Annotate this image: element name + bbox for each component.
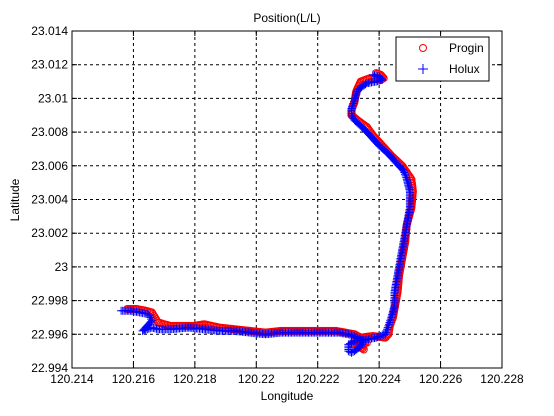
x-tick-label: 120.218 xyxy=(173,372,217,386)
data-point-holux xyxy=(350,96,359,105)
data-point-holux xyxy=(385,318,394,327)
data-point-holux xyxy=(348,101,357,110)
x-tick-label: 120.214 xyxy=(50,372,94,386)
ticks xyxy=(71,30,503,369)
data-point-holux xyxy=(383,325,392,334)
data-point-holux xyxy=(384,321,393,330)
x-axis-label: Longitude xyxy=(261,389,314,403)
data-point-holux xyxy=(117,306,126,315)
x-tick-labels: 120.214 120.216 120.218 120.22 120.222 120.22… xyxy=(50,372,524,386)
x-tick-label: 120.226 xyxy=(419,372,463,386)
x-tick-label: 120.22 xyxy=(238,372,275,386)
data-point-holux xyxy=(348,102,357,111)
chart-title: Position(L/L) xyxy=(253,11,320,25)
series-holux xyxy=(117,70,414,357)
y-tick-label: 22.996 xyxy=(31,327,68,341)
y-tick-label: 23.008 xyxy=(31,125,68,139)
data-point-holux xyxy=(400,168,409,177)
legend-marker-holux xyxy=(418,64,428,74)
data-point-holux xyxy=(399,166,408,175)
y-tick-label: 23.006 xyxy=(31,159,68,173)
data-point-holux xyxy=(357,340,366,349)
data-point-holux xyxy=(147,315,156,324)
data-point-holux xyxy=(402,173,411,182)
legend-label-progin: Progin xyxy=(449,41,484,55)
data-point-holux xyxy=(383,323,392,332)
legend-box xyxy=(395,36,490,82)
data-point-holux xyxy=(350,97,358,106)
y-tick-label: 23.014 xyxy=(31,24,68,38)
y-tick-label: 23.01 xyxy=(38,91,68,105)
legend-label-holux: Holux xyxy=(449,62,480,76)
legend: Progin Holux xyxy=(395,36,490,82)
data-point-holux xyxy=(348,112,357,121)
y-tick-labels: 22.994 22.996 22.998 23 23.002 23.004 23.006 23… xyxy=(31,24,68,375)
data-point-holux xyxy=(385,320,393,329)
data-point-holux xyxy=(347,111,356,120)
plot-area xyxy=(72,31,502,368)
y-tick-label: 23 xyxy=(55,260,69,274)
data-point-holux xyxy=(356,342,365,351)
y-axis-label: Latitude xyxy=(8,178,22,221)
x-tick-label: 120.228 xyxy=(480,372,524,386)
data-point-holux xyxy=(147,316,156,325)
series-layer xyxy=(117,69,417,357)
x-tick-label: 120.224 xyxy=(357,372,401,386)
x-tick-label: 120.216 xyxy=(112,372,156,386)
y-tick-label: 23.012 xyxy=(31,58,68,72)
data-point-holux xyxy=(400,170,409,179)
data-point-holux xyxy=(386,315,395,324)
x-tick-label: 120.222 xyxy=(296,372,340,386)
data-point-holux xyxy=(386,316,395,325)
data-point-holux xyxy=(401,171,410,180)
y-tick-label: 23.004 xyxy=(31,193,68,207)
y-tick-label: 23.002 xyxy=(31,226,68,240)
grid xyxy=(72,31,502,368)
legend-marker-progin xyxy=(419,44,427,52)
data-point-holux xyxy=(349,99,358,108)
y-tick-label: 22.998 xyxy=(31,294,68,308)
data-point-holux xyxy=(387,313,396,322)
y-tick-label: 22.994 xyxy=(31,361,68,375)
